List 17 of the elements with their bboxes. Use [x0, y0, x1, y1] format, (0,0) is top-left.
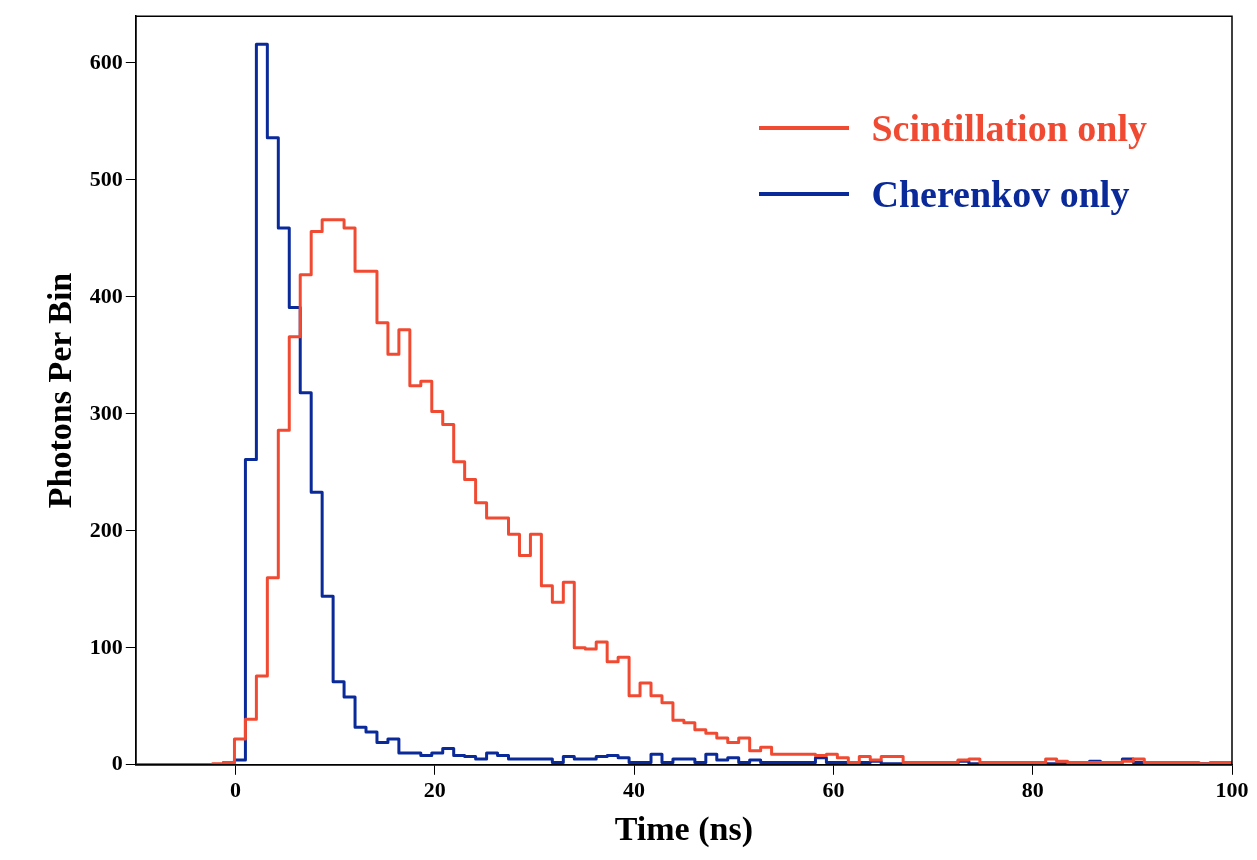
x-axis-title: Time (ns) — [614, 810, 754, 849]
x-tick-label: 60 — [822, 776, 845, 802]
x-tick-label: 40 — [623, 776, 646, 802]
legend-label: Scintillation only — [871, 106, 1147, 151]
x-tick-label: 100 — [1215, 776, 1249, 802]
x-tick-label: 0 — [229, 776, 241, 802]
y-tick-label: 500 — [89, 165, 123, 191]
y-tick-label: 600 — [89, 48, 123, 74]
x-tick-label: 20 — [423, 776, 446, 802]
legend-label: Cherenkov only — [871, 172, 1130, 217]
x-tick-label: 80 — [1021, 776, 1044, 802]
y-tick-label: 0 — [111, 750, 123, 776]
y-tick-label: 300 — [89, 399, 123, 425]
y-tick-label: 200 — [89, 516, 123, 542]
y-tick-label: 400 — [89, 282, 123, 308]
y-tick-label: 100 — [89, 633, 123, 659]
y-axis-title: Photons Per Bin — [41, 272, 79, 509]
